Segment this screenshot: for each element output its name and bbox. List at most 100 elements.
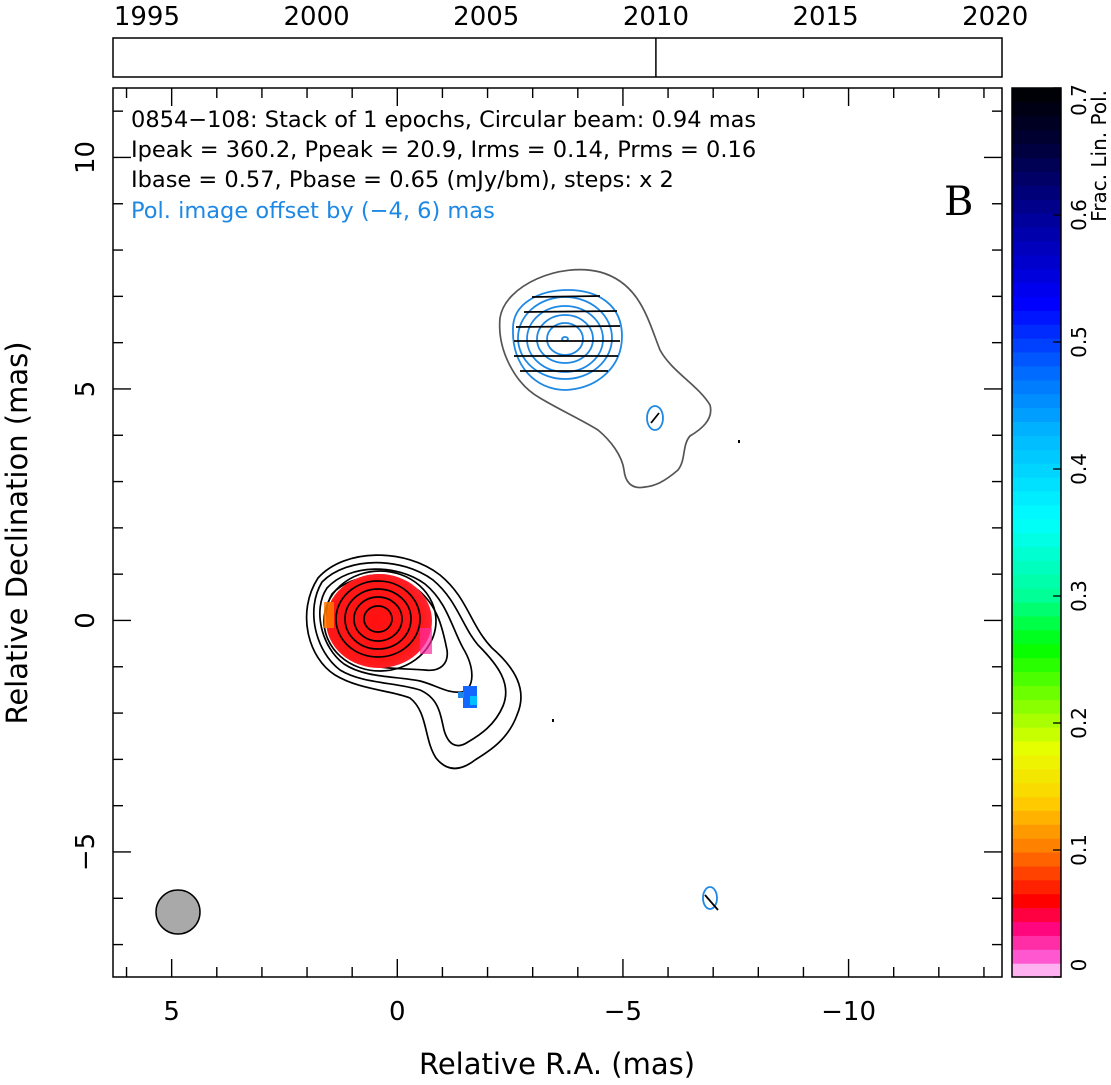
colorbar-label: Frac. Lin. Pol. xyxy=(1087,90,1111,222)
jet-pol-pixel-2 xyxy=(458,692,464,698)
colorbar-band xyxy=(1012,532,1061,547)
colorbar-band xyxy=(1012,351,1061,367)
x-tick-label: 5 xyxy=(163,997,180,1027)
colorbar-band xyxy=(1012,810,1061,825)
colorbar-tick-label: 0.3 xyxy=(1067,580,1091,612)
jet-pol-pixel-3 xyxy=(470,696,477,705)
timeline-tick-labels: 1995 2000 2005 2010 2015 2020 xyxy=(114,2,1028,32)
i-contour-2 xyxy=(312,561,507,747)
colorbar-tick-label: 0.2 xyxy=(1067,707,1091,739)
colorbar-tick-label: 0 xyxy=(1067,959,1091,972)
colorbar-band xyxy=(1012,268,1061,284)
y-tick-label: 0 xyxy=(71,612,101,629)
timeline-panel: 1995 2000 2005 2010 2015 2020 xyxy=(112,2,1028,78)
colorbar-band xyxy=(1012,393,1061,409)
colorbar-bands xyxy=(1012,88,1061,978)
colorbar-frame xyxy=(1011,87,1062,978)
colorbar-band xyxy=(1012,782,1061,798)
colorbar-band xyxy=(1012,588,1061,603)
colorbar-band xyxy=(1012,240,1061,256)
pol-contour-2 xyxy=(517,296,613,380)
colorbar-band xyxy=(1012,879,1061,895)
annotation-line-2: Ipeak = 360.2, Ppeak = 20.9, Irms = 0.14… xyxy=(131,137,756,163)
pol-offset-image xyxy=(498,268,740,911)
colorbar-tick-label: 0.7 xyxy=(1067,84,1091,116)
colorbar-band xyxy=(1012,143,1061,159)
colorbar-band xyxy=(1012,754,1061,770)
annotation-line-1: 0854−108: Stack of 1 epochs, Circular be… xyxy=(131,107,756,133)
stokes-i-core-contours xyxy=(335,580,421,658)
map-tick-labels: 5 0 −5 −10 −5 0 5 10 xyxy=(71,141,876,1027)
colorbar-band xyxy=(1012,254,1061,270)
colorbar-band xyxy=(1012,560,1061,575)
pol-contour-3 xyxy=(526,305,604,373)
evpa-ticks xyxy=(514,295,719,911)
x-tick-label: 0 xyxy=(389,997,406,1027)
noise-dot xyxy=(552,719,554,722)
i-core-contour-2 xyxy=(344,588,412,650)
colorbar-band xyxy=(1012,101,1061,117)
map-frame xyxy=(112,87,1003,978)
colorbar-tick-label: 0.1 xyxy=(1067,834,1091,866)
colorbar-band xyxy=(1012,963,1061,978)
colorbar-band xyxy=(1012,907,1061,923)
noise-dots xyxy=(552,440,740,722)
core-edge-magenta xyxy=(420,628,432,654)
colorbar-tick-label: 0.4 xyxy=(1067,453,1091,485)
colorbar-band xyxy=(1012,601,1061,617)
colorbar-band xyxy=(1012,115,1061,131)
pol-contour-5 xyxy=(546,322,584,356)
timeline-tick-label: 1995 xyxy=(114,2,180,32)
colorbar-band xyxy=(1012,157,1061,172)
timeline-tick-label: 2005 xyxy=(453,2,519,32)
map-plot-area xyxy=(155,268,740,935)
colorbar-band xyxy=(1012,935,1061,950)
colorbar-band xyxy=(1012,671,1061,686)
map-tick-marks xyxy=(113,88,1002,977)
colorbar-band xyxy=(1012,615,1061,631)
colorbar-band xyxy=(1012,379,1061,395)
colorbar: 0 0.1 0.2 0.3 0.4 0.5 0.6 0.7 Frac. Lin. Pol. xyxy=(1011,84,1111,978)
colorbar-band xyxy=(1012,199,1061,214)
pol-contours xyxy=(512,289,718,910)
colorbar-band xyxy=(1012,435,1061,450)
colorbar-band xyxy=(1012,949,1061,964)
colorbar-band xyxy=(1012,921,1061,936)
colorbar-band xyxy=(1012,838,1061,853)
timeline-tick-label: 2015 xyxy=(792,2,858,32)
colorbar-band xyxy=(1012,699,1061,714)
i-core-contour-1 xyxy=(335,580,421,658)
colorbar-band xyxy=(1012,574,1061,589)
y-axis-title: Relative Declination (mas) xyxy=(0,341,34,724)
colorbar-band xyxy=(1012,893,1061,909)
timeline-frame xyxy=(112,37,1003,78)
colorbar-band xyxy=(1012,185,1061,200)
annotation-line-3: Ibase = 0.57, Pbase = 0.65 (mJy/bm), ste… xyxy=(131,167,674,193)
timeline-tick-label: 2010 xyxy=(623,2,689,32)
colorbar-band xyxy=(1012,324,1061,339)
panel-letter: B xyxy=(944,179,973,225)
noise-dot xyxy=(738,440,740,443)
colorbar-band xyxy=(1012,504,1061,520)
evpa-tick xyxy=(531,295,601,298)
colorbar-band xyxy=(1012,851,1061,867)
pol-contour-small-b xyxy=(702,886,718,910)
pol-offset-note: Pol. image offset by (−4, 6) mas xyxy=(131,198,495,224)
colorbar-band xyxy=(1012,518,1061,534)
colorbar-band xyxy=(1012,310,1061,325)
colorbar-band xyxy=(1012,282,1061,297)
colorbar-band xyxy=(1012,171,1061,186)
colorbar-band xyxy=(1012,421,1061,436)
i-core-contour-4 xyxy=(363,605,393,633)
y-tick-label: 5 xyxy=(71,381,101,398)
colorbar-band xyxy=(1012,365,1061,381)
timeline-tick-label: 2000 xyxy=(284,2,350,32)
y-tick-label: 10 xyxy=(71,141,101,174)
i-contour-3 xyxy=(319,568,473,694)
colorbar-band xyxy=(1012,713,1061,728)
colorbar-band xyxy=(1012,824,1061,839)
colorbar-band xyxy=(1012,129,1061,145)
x-tick-label: −10 xyxy=(821,997,876,1027)
x-axis-title: Relative R.A. (mas) xyxy=(419,1047,695,1081)
